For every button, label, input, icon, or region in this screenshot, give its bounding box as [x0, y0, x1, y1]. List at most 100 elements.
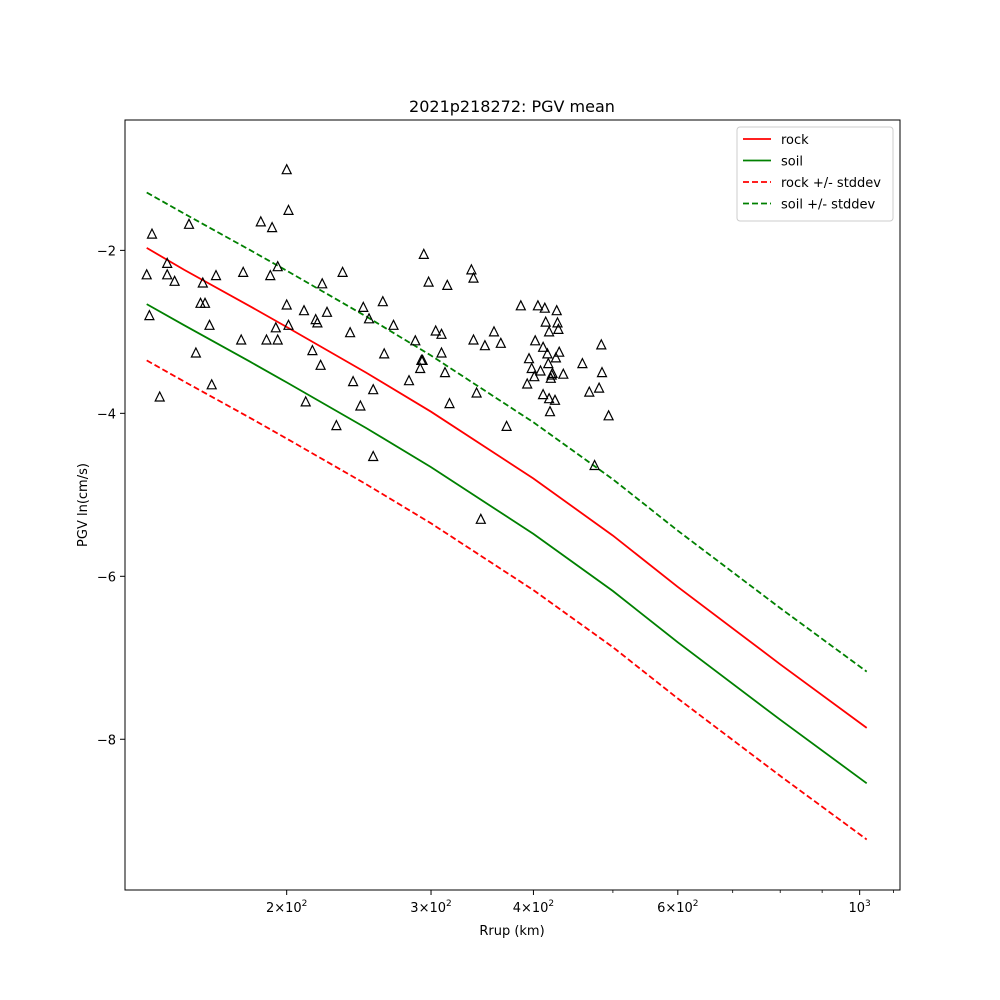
data-point	[589, 459, 601, 471]
data-point	[377, 295, 389, 307]
data-point	[595, 338, 607, 350]
data-point	[523, 352, 535, 364]
data-point	[378, 347, 390, 359]
data-point	[417, 354, 429, 365]
data-point	[430, 324, 442, 336]
data-point	[283, 318, 294, 330]
y-tick-label: −4	[97, 407, 116, 422]
data-point	[593, 381, 605, 393]
series-layer	[146, 191, 868, 841]
data-point	[235, 333, 247, 345]
legend-label: soil +/- stddev	[781, 198, 876, 213]
legend: rock soil rock +/- stddev soil +/- stddev	[736, 126, 894, 222]
series-line-soil-stddev	[146, 191, 868, 673]
legend-box	[736, 126, 894, 222]
x-axis: 2×102 3×102 4×102 6×102 103	[266, 890, 894, 916]
data-point	[557, 367, 569, 379]
data-point	[544, 405, 556, 417]
data-point	[199, 296, 211, 308]
data-point	[298, 304, 310, 316]
x-tick-label: 6×102	[657, 899, 698, 916]
data-point	[363, 312, 375, 324]
data-point	[439, 366, 451, 378]
data-point	[264, 269, 276, 281]
data-point	[204, 318, 215, 330]
series-line-rock-stddev	[146, 359, 868, 841]
data-point	[321, 305, 333, 317]
x-axis-label: Rrup (km)	[479, 924, 544, 939]
data-point	[357, 301, 369, 312]
data-point	[468, 333, 479, 345]
data-point	[471, 386, 483, 398]
data-point	[444, 397, 455, 409]
data-point	[540, 315, 552, 327]
series-line-soil	[146, 303, 868, 785]
data-point	[418, 248, 430, 259]
data-point	[161, 268, 173, 280]
data-point	[539, 301, 551, 313]
y-tick-label: −6	[97, 570, 116, 585]
data-point	[154, 390, 166, 402]
data-point	[515, 299, 527, 311]
data-point	[495, 336, 507, 348]
data-point	[543, 325, 555, 337]
data-point	[344, 326, 356, 338]
data-point	[266, 221, 278, 233]
data-point	[521, 377, 533, 389]
data-point	[542, 357, 554, 369]
y-axis-label: PGV ln(cm/s)	[76, 463, 91, 547]
data-point	[183, 217, 195, 229]
data-point	[537, 388, 549, 400]
y-tick-label: −2	[97, 244, 116, 259]
data-point	[311, 316, 323, 328]
data-point	[414, 362, 426, 374]
data-point	[367, 383, 379, 395]
data-point	[237, 266, 249, 277]
data-point	[367, 450, 379, 462]
data-point	[347, 375, 359, 387]
data-point	[330, 419, 342, 431]
data-point	[528, 370, 540, 382]
data-point	[206, 378, 218, 390]
data-point	[529, 334, 541, 346]
data-point	[197, 276, 209, 288]
x-tick-label: 3×102	[410, 899, 451, 916]
data-point	[488, 325, 500, 337]
data-point	[146, 227, 158, 239]
data-point	[388, 318, 399, 330]
data-point	[169, 274, 181, 286]
data-point	[479, 339, 491, 351]
data-point	[549, 393, 561, 405]
data-point	[272, 260, 284, 272]
data-point	[603, 409, 615, 421]
data-point	[316, 277, 328, 289]
data-point	[550, 351, 562, 363]
y-tick-label: −8	[97, 733, 116, 748]
series-line-rock	[146, 247, 868, 729]
data-point	[306, 344, 318, 356]
data-point	[532, 299, 544, 311]
data-point	[583, 385, 595, 397]
data-point	[281, 298, 293, 310]
data-point	[141, 268, 153, 280]
data-point	[300, 395, 312, 407]
data-point	[551, 304, 563, 316]
chart-title: 2021p218272: PGV mean	[409, 97, 615, 116]
data-point	[501, 420, 513, 431]
data-point	[161, 257, 173, 268]
data-point	[337, 266, 349, 277]
data-point	[255, 215, 267, 227]
data-point	[535, 364, 546, 376]
data-point	[315, 358, 327, 370]
legend-label: soil	[781, 155, 803, 170]
data-point	[403, 374, 415, 386]
data-point	[547, 367, 558, 378]
data-point	[423, 275, 435, 287]
data-point	[354, 399, 366, 411]
x-tick-label: 2×102	[266, 899, 307, 916]
data-point	[526, 362, 538, 374]
data-point	[596, 366, 608, 378]
data-point	[475, 512, 487, 524]
data-point	[143, 309, 155, 321]
